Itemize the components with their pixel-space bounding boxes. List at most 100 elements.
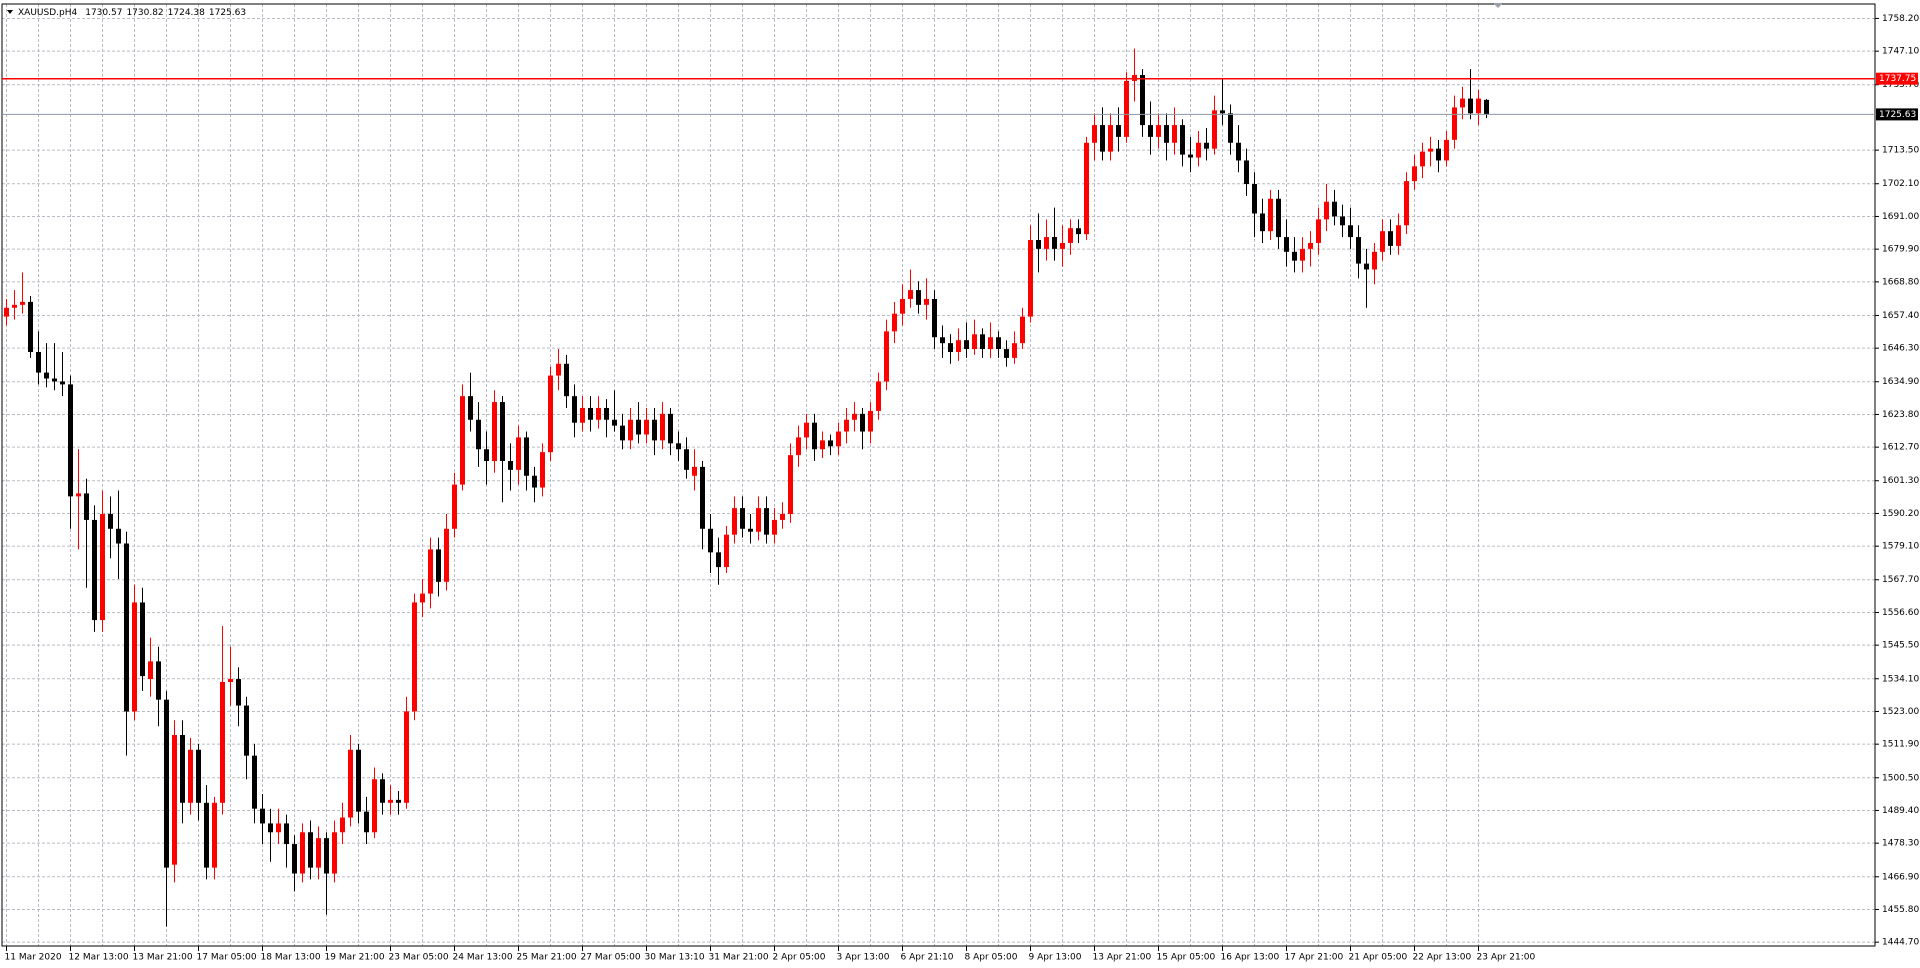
candle-body — [716, 552, 721, 568]
y-tick-label: 1612.70 — [1882, 443, 1919, 453]
candle-body — [108, 514, 113, 529]
candle-body — [1004, 349, 1009, 358]
y-tick-label: 1747.10 — [1882, 47, 1919, 57]
candle-body — [1340, 216, 1345, 226]
candle-body — [1404, 181, 1409, 226]
candle-body — [404, 711, 409, 803]
candle-body — [1372, 251, 1377, 270]
candle-body — [1164, 125, 1169, 143]
x-tick-label: 25 Mar 21:00 — [517, 953, 577, 963]
candle-body — [236, 679, 241, 706]
candle-body — [964, 340, 969, 350]
candle-body — [172, 735, 177, 865]
candle-body — [772, 519, 777, 535]
candle-body — [948, 343, 953, 352]
y-tick-label: 1579.10 — [1882, 542, 1919, 552]
candle-body — [660, 413, 665, 441]
menu-arrow — [7, 10, 13, 14]
candles — [4, 48, 1489, 927]
candle-body — [12, 304, 17, 308]
candle-body — [708, 528, 713, 553]
candle-body — [188, 749, 193, 803]
candle-body — [348, 749, 353, 818]
x-tick-label: 3 Apr 13:00 — [837, 953, 890, 963]
candle-body — [1228, 113, 1233, 143]
candle-body — [180, 735, 185, 803]
candle-body — [508, 461, 513, 470]
candle-body — [1044, 237, 1049, 249]
candle-body — [580, 407, 585, 423]
candle-body — [68, 384, 73, 497]
candle-body — [828, 440, 833, 447]
candle-body — [364, 811, 369, 833]
candle-body — [1332, 201, 1337, 217]
candle-body — [788, 455, 793, 515]
candle-body — [916, 290, 921, 305]
y-tick-label: 1623.80 — [1882, 410, 1919, 420]
candle-body — [276, 823, 281, 833]
candle-body — [1436, 148, 1441, 161]
x-tick-label: 6 Apr 21:10 — [901, 953, 954, 963]
candle-body — [28, 301, 33, 352]
candle-body — [668, 413, 673, 444]
header-open: 1730.57 — [85, 8, 122, 18]
candle-body — [292, 844, 297, 874]
candle-body — [140, 602, 145, 677]
candle-body — [740, 508, 745, 529]
candle-body — [732, 508, 737, 535]
candle-body — [84, 493, 89, 520]
candle-body — [1468, 98, 1473, 114]
candle-body — [1084, 142, 1089, 235]
y-tick-label: 1478.30 — [1882, 839, 1919, 849]
candle-body — [500, 402, 505, 462]
x-tick-label: 2 Apr 05:00 — [773, 953, 826, 963]
candle-body — [796, 437, 801, 456]
candle-body — [148, 661, 153, 680]
candle-body — [36, 351, 41, 373]
y-tick-label: 1702.10 — [1882, 179, 1919, 189]
candle-body — [1260, 213, 1265, 232]
candle-body — [900, 298, 905, 314]
y-tick-label: 1523.00 — [1882, 707, 1919, 717]
header-close: 1725.63 — [209, 8, 246, 18]
candle-body — [252, 755, 257, 809]
x-tick-label: 18 Mar 13:00 — [261, 953, 321, 963]
y-tick-label: 1758.20 — [1882, 14, 1919, 24]
candle-body — [548, 375, 553, 453]
y-tick-label: 1590.20 — [1882, 509, 1919, 519]
y-tick-label: 1713.50 — [1882, 146, 1919, 156]
candle-body — [492, 402, 497, 462]
candle-body — [60, 381, 65, 385]
candle-body — [1428, 148, 1433, 152]
candle-body — [444, 528, 449, 582]
candle-body — [980, 334, 985, 350]
y-tick-label: 1657.40 — [1882, 311, 1919, 321]
y-tick-label: 1691.00 — [1882, 212, 1919, 222]
y-tick-label: 1646.30 — [1882, 344, 1919, 354]
x-tick-label: 8 Apr 05:00 — [965, 953, 1018, 963]
candle-body — [1140, 75, 1145, 126]
candle-body — [204, 802, 209, 868]
candle-body — [268, 823, 273, 833]
candle-body — [868, 410, 873, 432]
candle-body — [1076, 228, 1081, 235]
candle-body — [1172, 125, 1177, 143]
bid-label: 1725.63 — [1879, 110, 1916, 120]
candle-body — [308, 832, 313, 868]
x-tick-label: 24 Mar 13:00 — [453, 953, 513, 963]
level-label: 1737.75 — [1879, 74, 1916, 84]
candle-body — [1348, 225, 1353, 238]
candle-body — [156, 661, 161, 700]
y-tick-label: 1634.90 — [1882, 377, 1919, 387]
candle-body — [76, 493, 81, 497]
candle-body — [1180, 125, 1185, 155]
symbol: XAUUSD.pH4 — [18, 8, 77, 18]
candle-body — [1188, 154, 1193, 158]
candle-body — [988, 337, 993, 350]
candle-body — [436, 549, 441, 582]
candle-body — [1124, 80, 1129, 137]
candle-body — [244, 705, 249, 756]
candle-body — [860, 413, 865, 432]
candle-body — [1364, 263, 1369, 270]
